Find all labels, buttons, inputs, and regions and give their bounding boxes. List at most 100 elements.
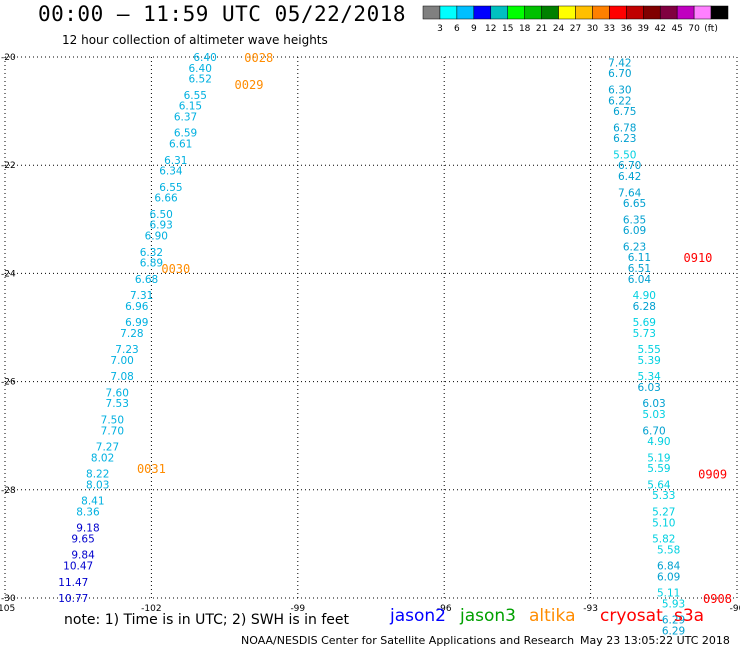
colorbar-tick-label: 27 <box>570 24 581 34</box>
colorbar-tick-label: 12 <box>485 24 496 34</box>
wave-height-label: 6.29 <box>662 615 685 627</box>
x-tick-label: -96 <box>437 604 452 614</box>
colorbar-bin <box>524 5 542 20</box>
wave-height-label: 6.65 <box>623 198 646 210</box>
wave-height-label: 5.10 <box>652 517 675 529</box>
colorbar-tick-label: 30 <box>587 24 599 34</box>
axis-labels: -20 -22 -24 -26 -28 -30-105 -102 -99 -96 -93 -90 <box>0 53 740 614</box>
wave-height-label: 7.60 <box>106 387 129 399</box>
wave-height-label: 6.99 <box>125 317 148 329</box>
x-tick-label: -99 <box>290 604 305 614</box>
wave-height-label: 5.33 <box>652 490 675 502</box>
x-tick-label: -90 <box>730 604 740 614</box>
wave-height-label: 8.03 <box>86 479 109 491</box>
wave-height-label: 6.50 <box>149 209 172 221</box>
wave-height-label: 7.31 <box>130 290 153 302</box>
legend-jason2: jason2 <box>390 606 446 626</box>
colorbar-bin <box>626 5 644 20</box>
wave-height-label: 6.55 <box>159 182 182 194</box>
colorbar-tick-label: 9 <box>471 24 477 34</box>
wave-height-label: 8.36 <box>76 506 100 518</box>
wave-height-label: 8.02 <box>91 452 114 464</box>
wave-height-label: 8.41 <box>81 496 104 508</box>
wave-height-label: 4.90 <box>647 436 670 448</box>
wave-height-label: 6.89 <box>140 258 163 270</box>
wave-height-label: 6.96 <box>125 301 149 313</box>
wave-height-label: 7.50 <box>101 414 124 426</box>
colorbar-bin <box>710 5 729 20</box>
wave-height-label: 6.30 <box>608 84 631 96</box>
wave-height-label: 5.69 <box>633 317 656 329</box>
colorbar-tick-label: 39 <box>638 24 650 34</box>
color-scale-legend: 3 6 9 12 15 18 21 24 27 30 33 36 39 42 45 70 (ft) <box>422 5 729 34</box>
colorbar-tick-label: 15 <box>502 24 513 34</box>
wave-height-label: 6.28 <box>633 301 656 313</box>
legend-s3a: s3a <box>674 606 705 626</box>
wave-height-label: 9.65 <box>71 533 94 545</box>
wave-height-label: 6.04 <box>628 274 652 286</box>
time-label: 0029 <box>235 78 264 92</box>
time-label: 0031 <box>137 462 166 476</box>
colorbar-bin <box>541 5 559 20</box>
generated-timestamp: May 23 13:05:22 UTC 2018 <box>580 634 730 647</box>
wave-height-label: 7.28 <box>120 328 143 340</box>
wave-height-label: 6.66 <box>154 193 178 205</box>
wave-height-label: 7.70 <box>101 425 124 437</box>
wave-height-label: 10.47 <box>63 561 93 573</box>
wave-height-values: 6.406.406.526.556.156.376.596.616.316.34… <box>58 52 685 637</box>
colorbar-bin <box>456 5 475 20</box>
time-labels: 0028 0029 0030 0031 0910 0909 0908 <box>137 51 732 606</box>
wave-height-label: 6.70 <box>608 68 631 80</box>
wave-height-label: 6.23 <box>623 241 646 253</box>
wave-height-label: 7.53 <box>106 398 129 410</box>
wave-height-label: 9.18 <box>76 523 99 535</box>
wave-height-label: 6.09 <box>657 571 680 583</box>
wave-height-label: 5.11 <box>657 588 680 600</box>
wave-height-label: 8.22 <box>86 469 109 481</box>
wave-height-label: 10.77 <box>58 593 88 605</box>
y-tick-label: -26 <box>1 378 16 388</box>
wave-height-label: 6.68 <box>135 274 158 286</box>
y-tick-label: -20 <box>1 53 16 63</box>
wave-height-label: 6.90 <box>145 231 168 243</box>
colorbar-tick-label: 21 <box>536 24 547 34</box>
wave-height-label: 6.03 <box>642 398 665 410</box>
colorbar-bin <box>558 5 576 20</box>
wave-height-label: 7.23 <box>115 344 138 356</box>
y-tick-label: -24 <box>1 269 16 279</box>
colorbar-bin <box>473 5 492 20</box>
wave-height-label: 6.15 <box>179 101 202 113</box>
time-label: 0030 <box>161 262 190 276</box>
wave-height-label: 7.42 <box>608 57 631 69</box>
wave-height-label: 5.19 <box>647 452 670 464</box>
wave-height-label: 6.59 <box>174 128 197 140</box>
wave-height-label: 5.50 <box>613 149 636 161</box>
y-tick-label: -30 <box>1 594 16 604</box>
wave-height-label: 7.08 <box>110 371 133 383</box>
legend-altika: altika <box>529 606 576 626</box>
time-label: 0910 <box>684 251 713 265</box>
wave-height-label: 5.64 <box>647 479 671 491</box>
wave-height-label: 6.70 <box>618 160 641 172</box>
wave-height-label: 6.52 <box>189 74 212 86</box>
wave-height-label: 7.27 <box>96 442 119 454</box>
wave-height-label: 6.75 <box>613 106 636 118</box>
wave-height-label: 9.84 <box>71 550 95 562</box>
x-tick-label: -102 <box>141 604 161 614</box>
colorbar-bin <box>490 5 508 20</box>
wave-height-label: 6.40 <box>189 63 212 75</box>
wave-height-label: 6.11 <box>628 252 651 264</box>
colorbar-tick-label: 36 <box>621 24 633 34</box>
colorbar-bin <box>676 5 695 20</box>
legend-jason3: jason3 <box>460 606 516 626</box>
wave-height-label: 6.29 <box>662 625 685 637</box>
colorbar-tick-label: 70 <box>688 24 700 34</box>
time-label: 0028 <box>244 51 273 65</box>
colorbar-tick-label: 24 <box>553 24 565 34</box>
wave-height-label: 11.47 <box>58 577 88 589</box>
wave-height-label: 6.84 <box>657 561 681 573</box>
wave-height-label: 5.93 <box>662 598 685 610</box>
wave-height-label: 5.39 <box>637 355 660 367</box>
colorbar-bin <box>439 5 458 20</box>
